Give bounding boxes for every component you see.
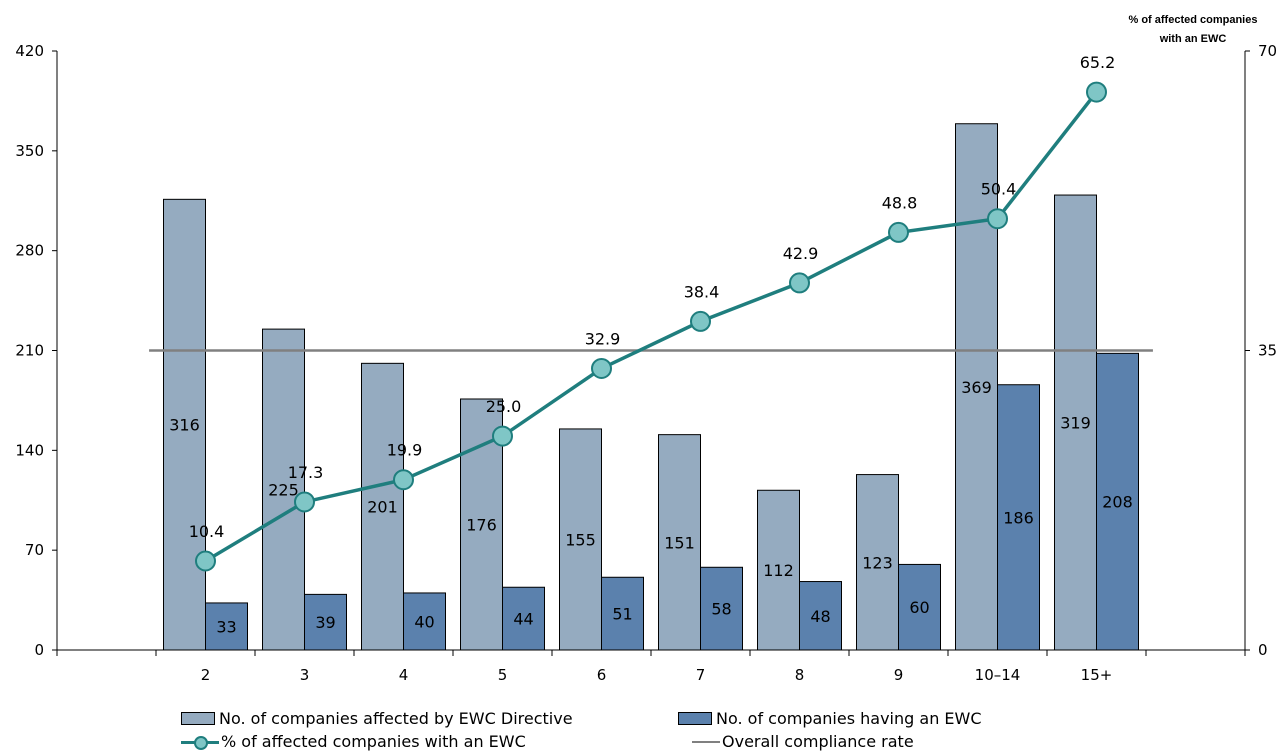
bar-affected (262, 328, 305, 651)
x-tick-label: 8 (795, 666, 805, 684)
y-left-tick-label: 0 (34, 641, 44, 659)
percent-point (195, 550, 216, 572)
percent-point (294, 491, 315, 513)
bar-affected (658, 434, 701, 651)
x-tick-label: 2 (201, 666, 211, 684)
bar-affected-value-label: 155 (565, 530, 596, 549)
bar-having (601, 576, 644, 651)
legend-swatch-percent (181, 735, 219, 750)
bar-having-value-label: 39 (315, 613, 335, 632)
percent-point (987, 208, 1008, 230)
bar-having-value-label: 51 (612, 605, 632, 624)
legend-label-compliance: Overall compliance rate (722, 732, 914, 751)
percent-point (492, 425, 513, 447)
axes: 0 70 140 210 280 350 420 0 35 70 2 3 4 5 6 7 8 9 10–14 15+ (15, 42, 1277, 684)
bar-affected-value-label: 319 (1060, 414, 1091, 433)
legend-swatch-having (678, 712, 712, 725)
bar-affected-value-label: 369 (961, 378, 992, 397)
y-left-tick-label: 280 (15, 242, 44, 260)
percent-value-label: 65.2 (1080, 53, 1116, 72)
percent-value-label: 19.9 (387, 441, 423, 460)
x-tick-label: 6 (597, 666, 607, 684)
legend-item-having: No. of companies having an EWC (678, 709, 982, 728)
legend-item-percent: % of affected companies with an EWC (181, 732, 526, 751)
bar-having (898, 563, 941, 651)
y-left-tick-label: 70 (25, 541, 44, 559)
y-right-tick-label: 35 (1258, 342, 1277, 360)
x-tick-label: 15+ (1081, 666, 1113, 684)
percent-value-label: 38.4 (684, 282, 720, 301)
bar-affected-value-label: 151 (664, 533, 695, 552)
y-left-tick-label: 350 (15, 142, 44, 160)
percent-point (888, 221, 909, 243)
legend-label-affected: No. of companies affected by EWC Directi… (219, 709, 573, 728)
percent-value-label: 17.3 (288, 463, 324, 482)
bar-affected (856, 474, 899, 651)
y-right-tick-label: 0 (1258, 641, 1268, 659)
percent-value-label: 48.8 (882, 193, 918, 212)
x-tick-label: 10–14 (975, 666, 1021, 684)
bar-having (304, 593, 347, 651)
bar-having-value-label: 48 (810, 607, 830, 626)
bar-having (1096, 352, 1139, 651)
bar-affected-value-label: 176 (466, 515, 497, 534)
y-left-tick-label: 140 (15, 441, 44, 459)
legend-label-percent: % of affected companies with an EWC (221, 732, 526, 751)
x-tick-label: 7 (696, 666, 706, 684)
y-left-tick-label: 210 (15, 342, 44, 360)
bar-having-value-label: 60 (909, 598, 929, 617)
percent-point (789, 272, 810, 294)
legend-label-having: No. of companies having an EWC (716, 709, 982, 728)
percent-value-label: 50.4 (981, 180, 1017, 199)
bar-affected-value-label: 225 (268, 481, 299, 500)
bar-affected (163, 198, 206, 651)
bar-having-value-label: 44 (513, 610, 533, 629)
percent-value-label: 42.9 (783, 244, 819, 263)
bar-affected-value-label: 112 (763, 561, 794, 580)
x-tick-label: 4 (399, 666, 409, 684)
bar-having (205, 602, 248, 651)
bar-having (403, 592, 446, 651)
percent-point (690, 310, 711, 332)
bar-having-value-label: 40 (414, 612, 434, 631)
percent-series-line (204, 90, 1098, 563)
bar-affected (559, 428, 602, 651)
bar-affected (1054, 194, 1097, 651)
bars (163, 123, 1139, 651)
x-tick-label: 5 (498, 666, 508, 684)
data-labels: 316 33 225 39 201 40 176 44 155 51 151 58 112 48 123 60… (169, 53, 1133, 636)
percent-value-label: 10.4 (189, 522, 225, 541)
bar-having-value-label: 33 (216, 617, 236, 636)
bar-having-value-label: 208 (1102, 493, 1133, 512)
bar-affected-value-label: 316 (169, 416, 200, 435)
bar-affected (757, 489, 800, 651)
x-tick-label: 9 (894, 666, 904, 684)
y-left-tick-label: 420 (15, 42, 44, 60)
legend-item-affected: No. of companies affected by EWC Directi… (181, 709, 573, 728)
bar-having-value-label: 58 (711, 600, 731, 619)
percentage-line (195, 81, 1107, 572)
percent-point (393, 469, 414, 491)
y2-axis-title-line-1: % of affected companies (1129, 14, 1258, 26)
percent-point (591, 357, 612, 379)
bar-having (700, 566, 743, 651)
legend-item-compliance: Overall compliance rate (692, 732, 914, 751)
percent-value-label: 32.9 (585, 329, 621, 348)
y2-axis-title-line-2: with an EWC (1159, 33, 1227, 45)
bar-having (502, 586, 545, 651)
legend-swatch-affected (181, 712, 215, 725)
x-tick-label: 3 (300, 666, 310, 684)
y-right-tick-label: 70 (1258, 42, 1277, 60)
bar-having (799, 581, 842, 651)
bar-having (997, 384, 1040, 651)
percent-value-label: 25.0 (486, 397, 522, 416)
bar-having-value-label: 186 (1003, 508, 1034, 527)
legend-swatch-compliance (692, 740, 720, 743)
bar-affected-value-label: 201 (367, 498, 398, 517)
percent-point (1086, 81, 1107, 103)
bar-affected-value-label: 123 (862, 553, 893, 572)
bar-affected (361, 362, 404, 651)
